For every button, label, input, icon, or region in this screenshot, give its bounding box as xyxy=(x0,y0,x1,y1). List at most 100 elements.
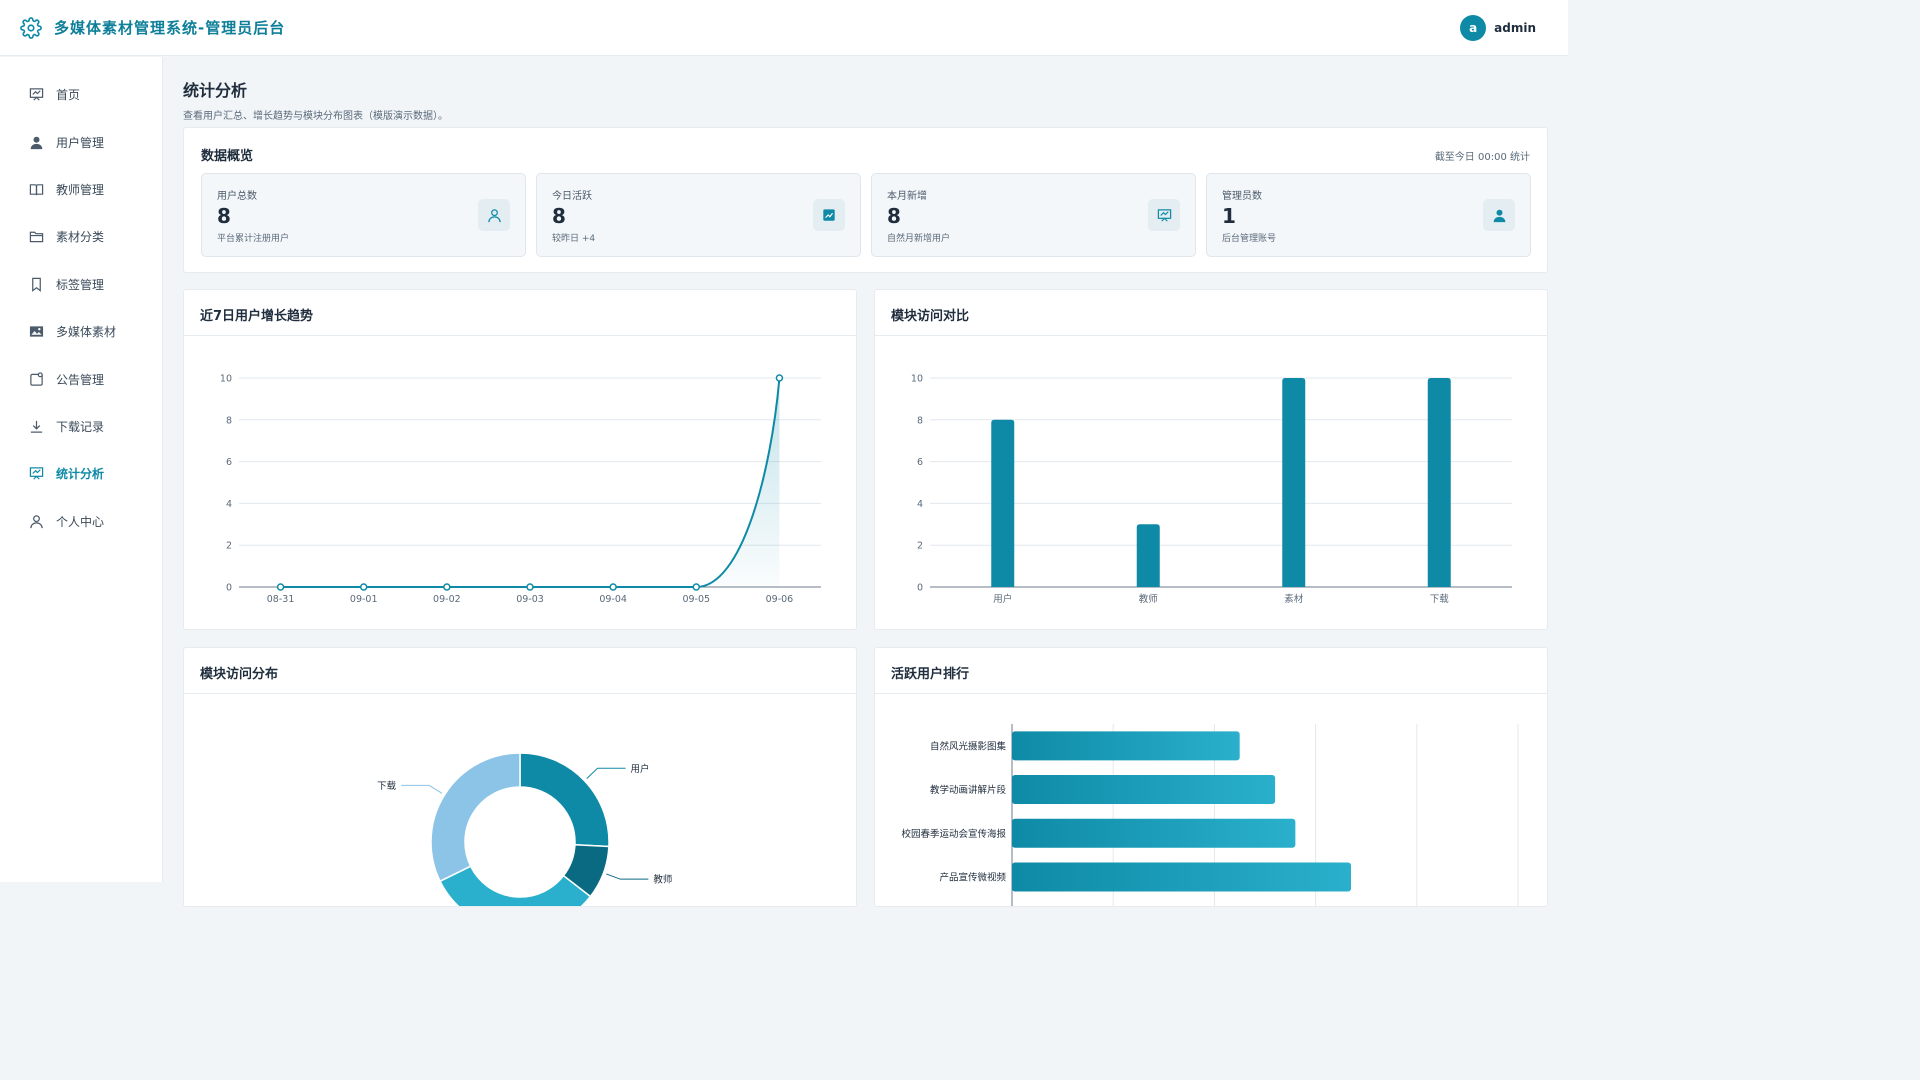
sidebar-item-home[interactable]: 首页 xyxy=(0,71,162,118)
slice-label: 下载 xyxy=(377,780,397,792)
sidebar-item-tags[interactable]: 标签管理 xyxy=(0,261,162,308)
stat-card-month-new: 本月新增 8 自然月新增用户 xyxy=(871,173,1196,257)
book-icon xyxy=(28,181,44,197)
y-tick-label: 2 xyxy=(917,541,923,552)
x-tick-label: 09-05 xyxy=(682,594,710,605)
stat-card-admins: 管理员数 1 后台管理账号 xyxy=(1206,173,1531,257)
series-line xyxy=(280,377,781,588)
data-point xyxy=(775,374,784,382)
y-tick-label: 产品宣传微视频 xyxy=(939,871,1006,883)
folder-icon xyxy=(28,229,44,245)
label-leader xyxy=(606,873,649,880)
username[interactable]: admin xyxy=(1494,21,1536,35)
user-menu[interactable]: a admin xyxy=(1460,15,1536,41)
stat-subtitle: 平台累计注册用户 xyxy=(217,234,290,244)
sidebar-item-notices[interactable]: 公告管理 xyxy=(0,355,162,402)
slice-label: 用户 xyxy=(631,763,650,775)
overview-card: 数据概览 截至今日 00:00 统计 用户总数 8 平台累计注册用户 今日活跃 … xyxy=(183,127,1548,273)
line-chart: 0 2 4 6 8 10 08-31 09-01 09-02 09-03 09-04 09-05 09-… xyxy=(220,374,821,605)
sidebar-item-label: 首页 xyxy=(56,88,81,103)
sidebar-item-downloads[interactable]: 下载记录 xyxy=(0,403,162,450)
sidebar-item-users[interactable]: 用户管理 xyxy=(0,118,162,165)
page-description: 查看用户汇总、增长趋势与模块分布图表（模版演示数据）。 xyxy=(183,111,448,122)
x-tick-label: 09-04 xyxy=(599,594,627,605)
chart-icon xyxy=(28,466,44,482)
growth-chart-title: 近7日用户增长趋势 xyxy=(184,290,856,336)
profile-icon xyxy=(28,513,44,529)
y-tick-label: 6 xyxy=(917,457,923,468)
x-tick-label: 下载 xyxy=(1430,593,1450,605)
y-tick-label: 2 xyxy=(226,541,232,552)
sidebar-item-label: 标签管理 xyxy=(56,277,105,292)
y-tick-label: 8 xyxy=(917,415,923,426)
y-tick-label: 4 xyxy=(917,499,923,510)
top-header: 多媒体素材管理系统-管理员后台 a admin xyxy=(0,0,1568,56)
y-tick-label: 10 xyxy=(220,374,232,385)
bar-chart: 0 2 4 6 8 10 用户 教师 素材 下载 xyxy=(911,374,1512,605)
growth-chart-panel: 近7日用户增长趋势 0 2 4 6 8 10 08-31 09-01 09-02 09-03 09-… xyxy=(183,289,857,630)
overview-note: 截至今日 00:00 统计 xyxy=(1434,152,1530,163)
slice-label: 教师 xyxy=(653,874,672,886)
sidebar-item-profile[interactable]: 个人中心 xyxy=(0,498,162,545)
sidebar-item-label: 教师管理 xyxy=(56,182,105,197)
stat-value: 1 xyxy=(1222,204,1236,228)
data-point xyxy=(526,583,534,591)
y-tick-label: 8 xyxy=(226,415,232,426)
x-tick-label: 09-01 xyxy=(350,594,378,605)
bar xyxy=(1012,731,1240,761)
data-point xyxy=(609,583,617,591)
y-tick-label: 6 xyxy=(226,457,232,468)
stat-value: 8 xyxy=(217,204,231,228)
sidebar-item-label: 多媒体素材 xyxy=(56,325,117,340)
sidebar-item-label: 公告管理 xyxy=(56,372,105,387)
x-tick-label: 素材 xyxy=(1284,593,1304,605)
x-tick-label: 09-02 xyxy=(433,594,461,605)
y-tick-label: 4 xyxy=(226,499,232,510)
y-tick-label: 10 xyxy=(911,374,923,385)
bar xyxy=(1136,524,1160,587)
sidebar-item-teachers[interactable]: 教师管理 xyxy=(0,166,162,213)
bar xyxy=(1427,378,1451,587)
sidebar-item-statistics[interactable]: 统计分析 xyxy=(0,450,162,497)
user-outline-icon xyxy=(478,199,510,231)
x-tick-label: 教师 xyxy=(1139,593,1158,605)
sidebar-item-label: 用户管理 xyxy=(56,135,105,150)
sidebar-item-categories[interactable]: 素材分类 xyxy=(0,213,162,260)
download-icon xyxy=(28,418,44,434)
data-point xyxy=(359,583,368,591)
y-tick-label: 教学动画讲解片段 xyxy=(930,784,1007,796)
ranking-title: 活跃用户排行 xyxy=(875,648,1547,694)
avatar[interactable]: a xyxy=(1460,15,1487,41)
sidebar-item-media[interactable]: 多媒体素材 xyxy=(0,308,162,355)
x-tick-label: 09-03 xyxy=(516,594,544,605)
stat-card-active-today: 今日活跃 8 较昨日 +4 xyxy=(536,173,861,257)
module-bar-panel: 模块访问对比 0 2 4 6 8 10 用户 教师 素材 下载 xyxy=(874,289,1548,630)
ranking-panel: 活跃用户排行 自然风光摄影图集 教学动画讲解片段校园春季运动会宣传海报产品宣传微视… xyxy=(874,647,1548,907)
stat-value: 8 xyxy=(552,204,566,228)
stat-subtitle: 后台管理账号 xyxy=(1222,234,1277,244)
main-content: 统计分析 查看用户汇总、增长趋势与模块分布图表（模版演示数据）。 数据概览 截至… xyxy=(183,57,1548,907)
page-title: 统计分析 xyxy=(183,81,248,100)
pie-slice xyxy=(519,752,610,848)
data-point xyxy=(443,583,451,591)
data-point xyxy=(692,583,701,591)
stat-label: 本月新增 xyxy=(887,191,927,202)
stat-label: 今日活跃 xyxy=(552,191,592,202)
sidebar-item-label: 素材分类 xyxy=(56,230,105,245)
stat-label: 用户总数 xyxy=(217,191,257,202)
y-tick-label: 校园春季运动会宣传海报 xyxy=(901,828,1006,840)
y-tick-label: 0 xyxy=(226,583,232,594)
label-leader xyxy=(401,784,443,794)
y-tick-label: 自然风光摄影图集 xyxy=(930,740,1007,752)
trend-icon xyxy=(813,199,845,231)
data-point xyxy=(276,583,285,591)
bar xyxy=(1012,862,1352,892)
admin-icon xyxy=(1483,199,1515,231)
sidebar-item-label: 个人中心 xyxy=(56,514,105,529)
app-title: 多媒体素材管理系统-管理员后台 xyxy=(54,19,286,37)
stat-subtitle: 较昨日 +4 xyxy=(552,234,596,244)
x-tick-label: 09-06 xyxy=(766,594,794,605)
bar xyxy=(1012,775,1276,805)
series-area xyxy=(280,378,780,587)
user-icon xyxy=(28,134,44,150)
